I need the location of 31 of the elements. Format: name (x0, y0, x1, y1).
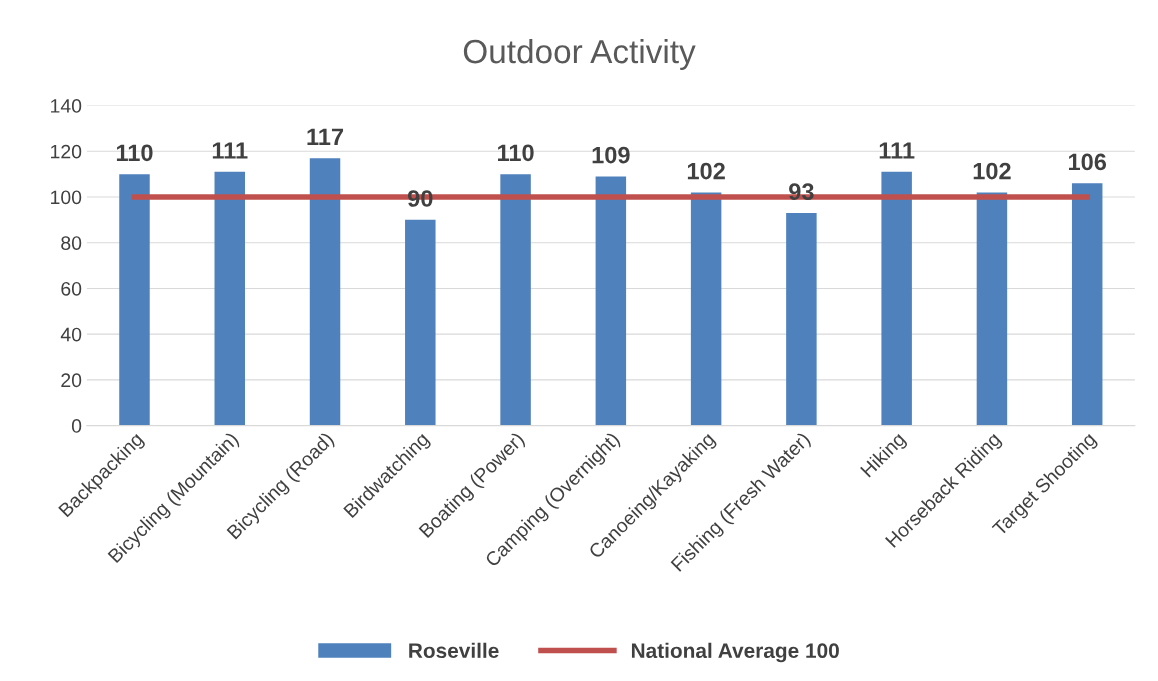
data-label: 111 (212, 142, 248, 159)
y-tick-label: 100 (51, 190, 82, 205)
bar (405, 219, 436, 426)
y-tick-label: 0 (71, 419, 82, 433)
bar (976, 192, 1008, 426)
bar (786, 213, 817, 426)
y-tick-label: 40 (60, 327, 82, 342)
chart-title: Outdoor Activity (463, 38, 696, 71)
y-tick-label: 80 (61, 236, 82, 250)
data-label: 110 (498, 144, 534, 162)
y-tick-label: 120 (51, 144, 82, 159)
data-label: 117 (307, 128, 344, 145)
bar (500, 174, 531, 426)
bar (881, 171, 912, 426)
bar (119, 174, 150, 426)
data-label: 102 (973, 162, 1011, 180)
legend-label: National Average 100 (631, 642, 839, 663)
data-label: 109 (592, 146, 630, 164)
data-label: 102 (687, 162, 725, 180)
y-tick-label: 60 (61, 281, 82, 296)
legend-label: Roseville (409, 642, 499, 659)
y-tick-label: 20 (61, 373, 82, 388)
y-tick-label: 140 (51, 99, 82, 113)
bar (690, 192, 722, 426)
data-label: 110 (116, 144, 153, 162)
bar (214, 171, 245, 426)
data-label: 111 (879, 142, 915, 159)
bar (309, 158, 341, 426)
bar (595, 176, 627, 426)
bar (1071, 183, 1103, 426)
data-label: 106 (1069, 153, 1107, 171)
